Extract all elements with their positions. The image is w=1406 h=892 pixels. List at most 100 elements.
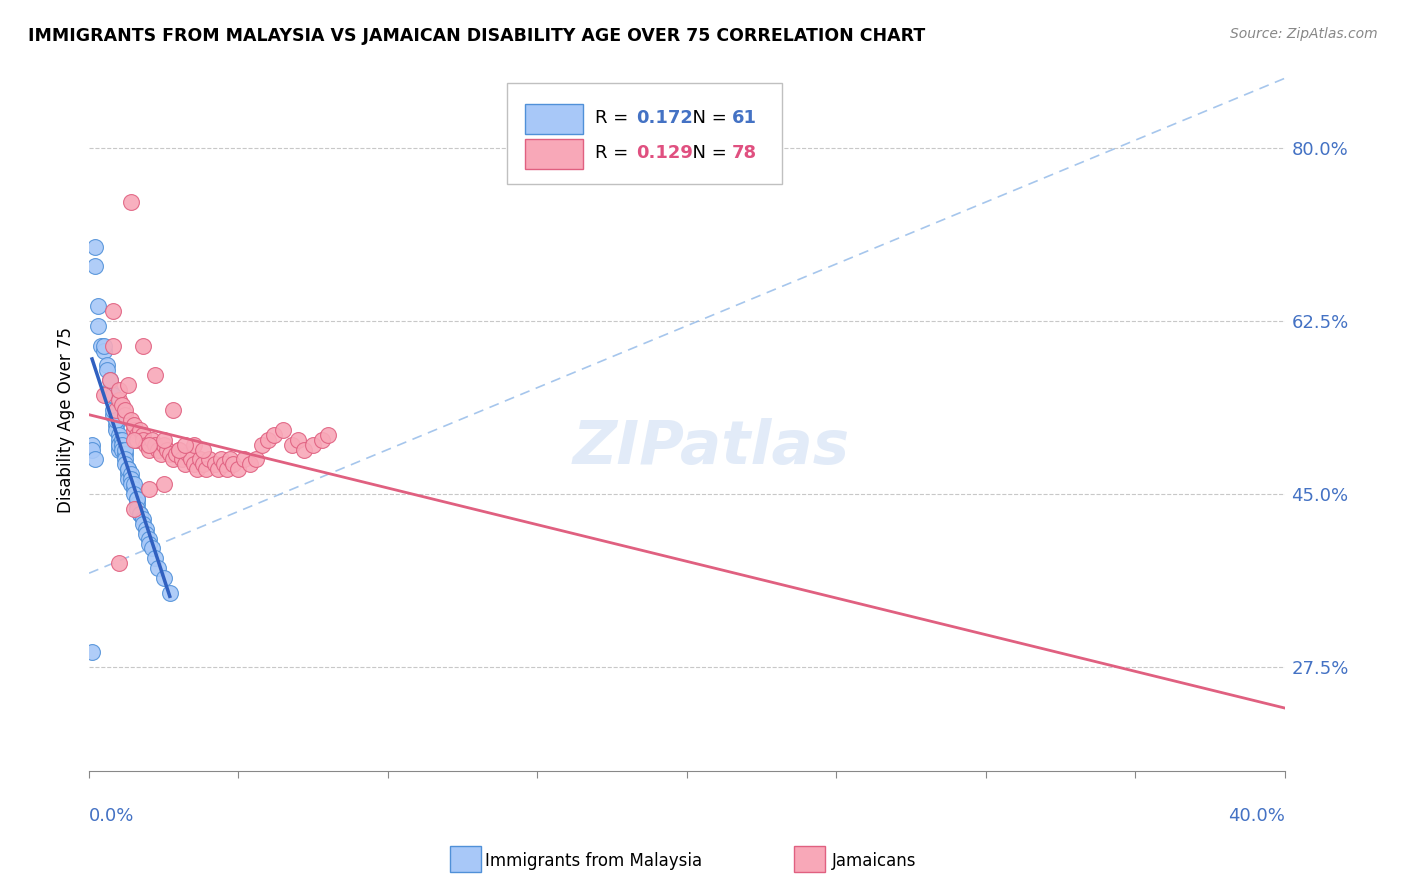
Point [114, 408, 136, 422]
Point [96, 359, 118, 373]
Point [138, 482, 160, 496]
Text: N =: N = [681, 109, 733, 127]
Point [117, 462, 139, 476]
Point [104, 413, 127, 427]
Point [117, 467, 139, 482]
Point [93, 343, 115, 358]
Point [108, 437, 131, 451]
Point [135, 522, 157, 536]
Point [90, 338, 112, 352]
Point [152, 433, 174, 447]
Point [212, 458, 235, 472]
Text: Source: ZipAtlas.com: Source: ZipAtlas.com [1230, 27, 1378, 41]
Point [170, 452, 193, 467]
Point [80, 437, 103, 451]
Point [132, 512, 155, 526]
Point [125, 497, 148, 511]
Point [188, 452, 211, 467]
Point [125, 491, 148, 506]
Point [108, 437, 131, 451]
FancyBboxPatch shape [508, 83, 782, 185]
Point [257, 433, 280, 447]
Point [122, 482, 145, 496]
Point [104, 423, 127, 437]
Point [125, 427, 148, 442]
Point [141, 433, 163, 447]
Point [218, 452, 240, 467]
Point [125, 501, 148, 516]
Point [152, 477, 174, 491]
Point [252, 437, 274, 451]
Point [221, 458, 243, 472]
Point [180, 452, 202, 467]
Point [194, 462, 217, 476]
Point [114, 442, 136, 457]
Point [143, 551, 166, 566]
Point [138, 442, 160, 457]
Point [101, 408, 124, 422]
Point [165, 447, 187, 461]
Point [316, 427, 339, 442]
Point [87, 299, 110, 313]
Text: 61: 61 [733, 109, 758, 127]
Point [125, 433, 148, 447]
Point [114, 403, 136, 417]
Point [120, 472, 142, 486]
Text: 40.0%: 40.0% [1227, 806, 1285, 824]
Point [108, 383, 131, 397]
Point [132, 427, 155, 442]
Point [104, 417, 127, 432]
Text: 78: 78 [733, 144, 758, 161]
Point [215, 462, 238, 476]
Point [111, 398, 134, 412]
Point [117, 472, 139, 486]
Point [209, 452, 232, 467]
Point [183, 458, 205, 472]
Point [135, 437, 157, 451]
Point [120, 195, 142, 210]
Point [152, 571, 174, 585]
Point [204, 458, 226, 472]
Text: 0.172: 0.172 [637, 109, 693, 127]
Point [132, 516, 155, 531]
Point [128, 507, 150, 521]
Point [117, 378, 139, 392]
Point [146, 442, 169, 457]
Point [302, 437, 325, 451]
Point [287, 433, 309, 447]
Point [176, 447, 198, 461]
Point [111, 433, 134, 447]
Point [173, 437, 195, 451]
Point [132, 433, 155, 447]
Text: Immigrants from Malaysia: Immigrants from Malaysia [485, 852, 702, 870]
FancyBboxPatch shape [526, 104, 582, 134]
Point [159, 447, 181, 461]
Point [96, 363, 118, 377]
Point [122, 477, 145, 491]
Point [108, 433, 131, 447]
Point [120, 467, 142, 482]
Point [114, 447, 136, 461]
Point [120, 413, 142, 427]
Point [162, 403, 184, 417]
Point [122, 433, 145, 447]
Point [93, 388, 115, 402]
Point [108, 392, 131, 407]
Point [191, 442, 214, 457]
Point [80, 645, 103, 659]
Point [311, 433, 333, 447]
Point [138, 437, 160, 451]
Text: R =: R = [595, 144, 634, 161]
Point [263, 427, 285, 442]
Point [156, 442, 179, 457]
Point [108, 557, 131, 571]
Text: 0.0%: 0.0% [89, 806, 135, 824]
Point [87, 318, 110, 333]
Point [138, 532, 160, 546]
Point [191, 458, 214, 472]
Point [120, 477, 142, 491]
Point [111, 442, 134, 457]
Point [233, 452, 256, 467]
Point [125, 491, 148, 506]
Point [173, 458, 195, 472]
